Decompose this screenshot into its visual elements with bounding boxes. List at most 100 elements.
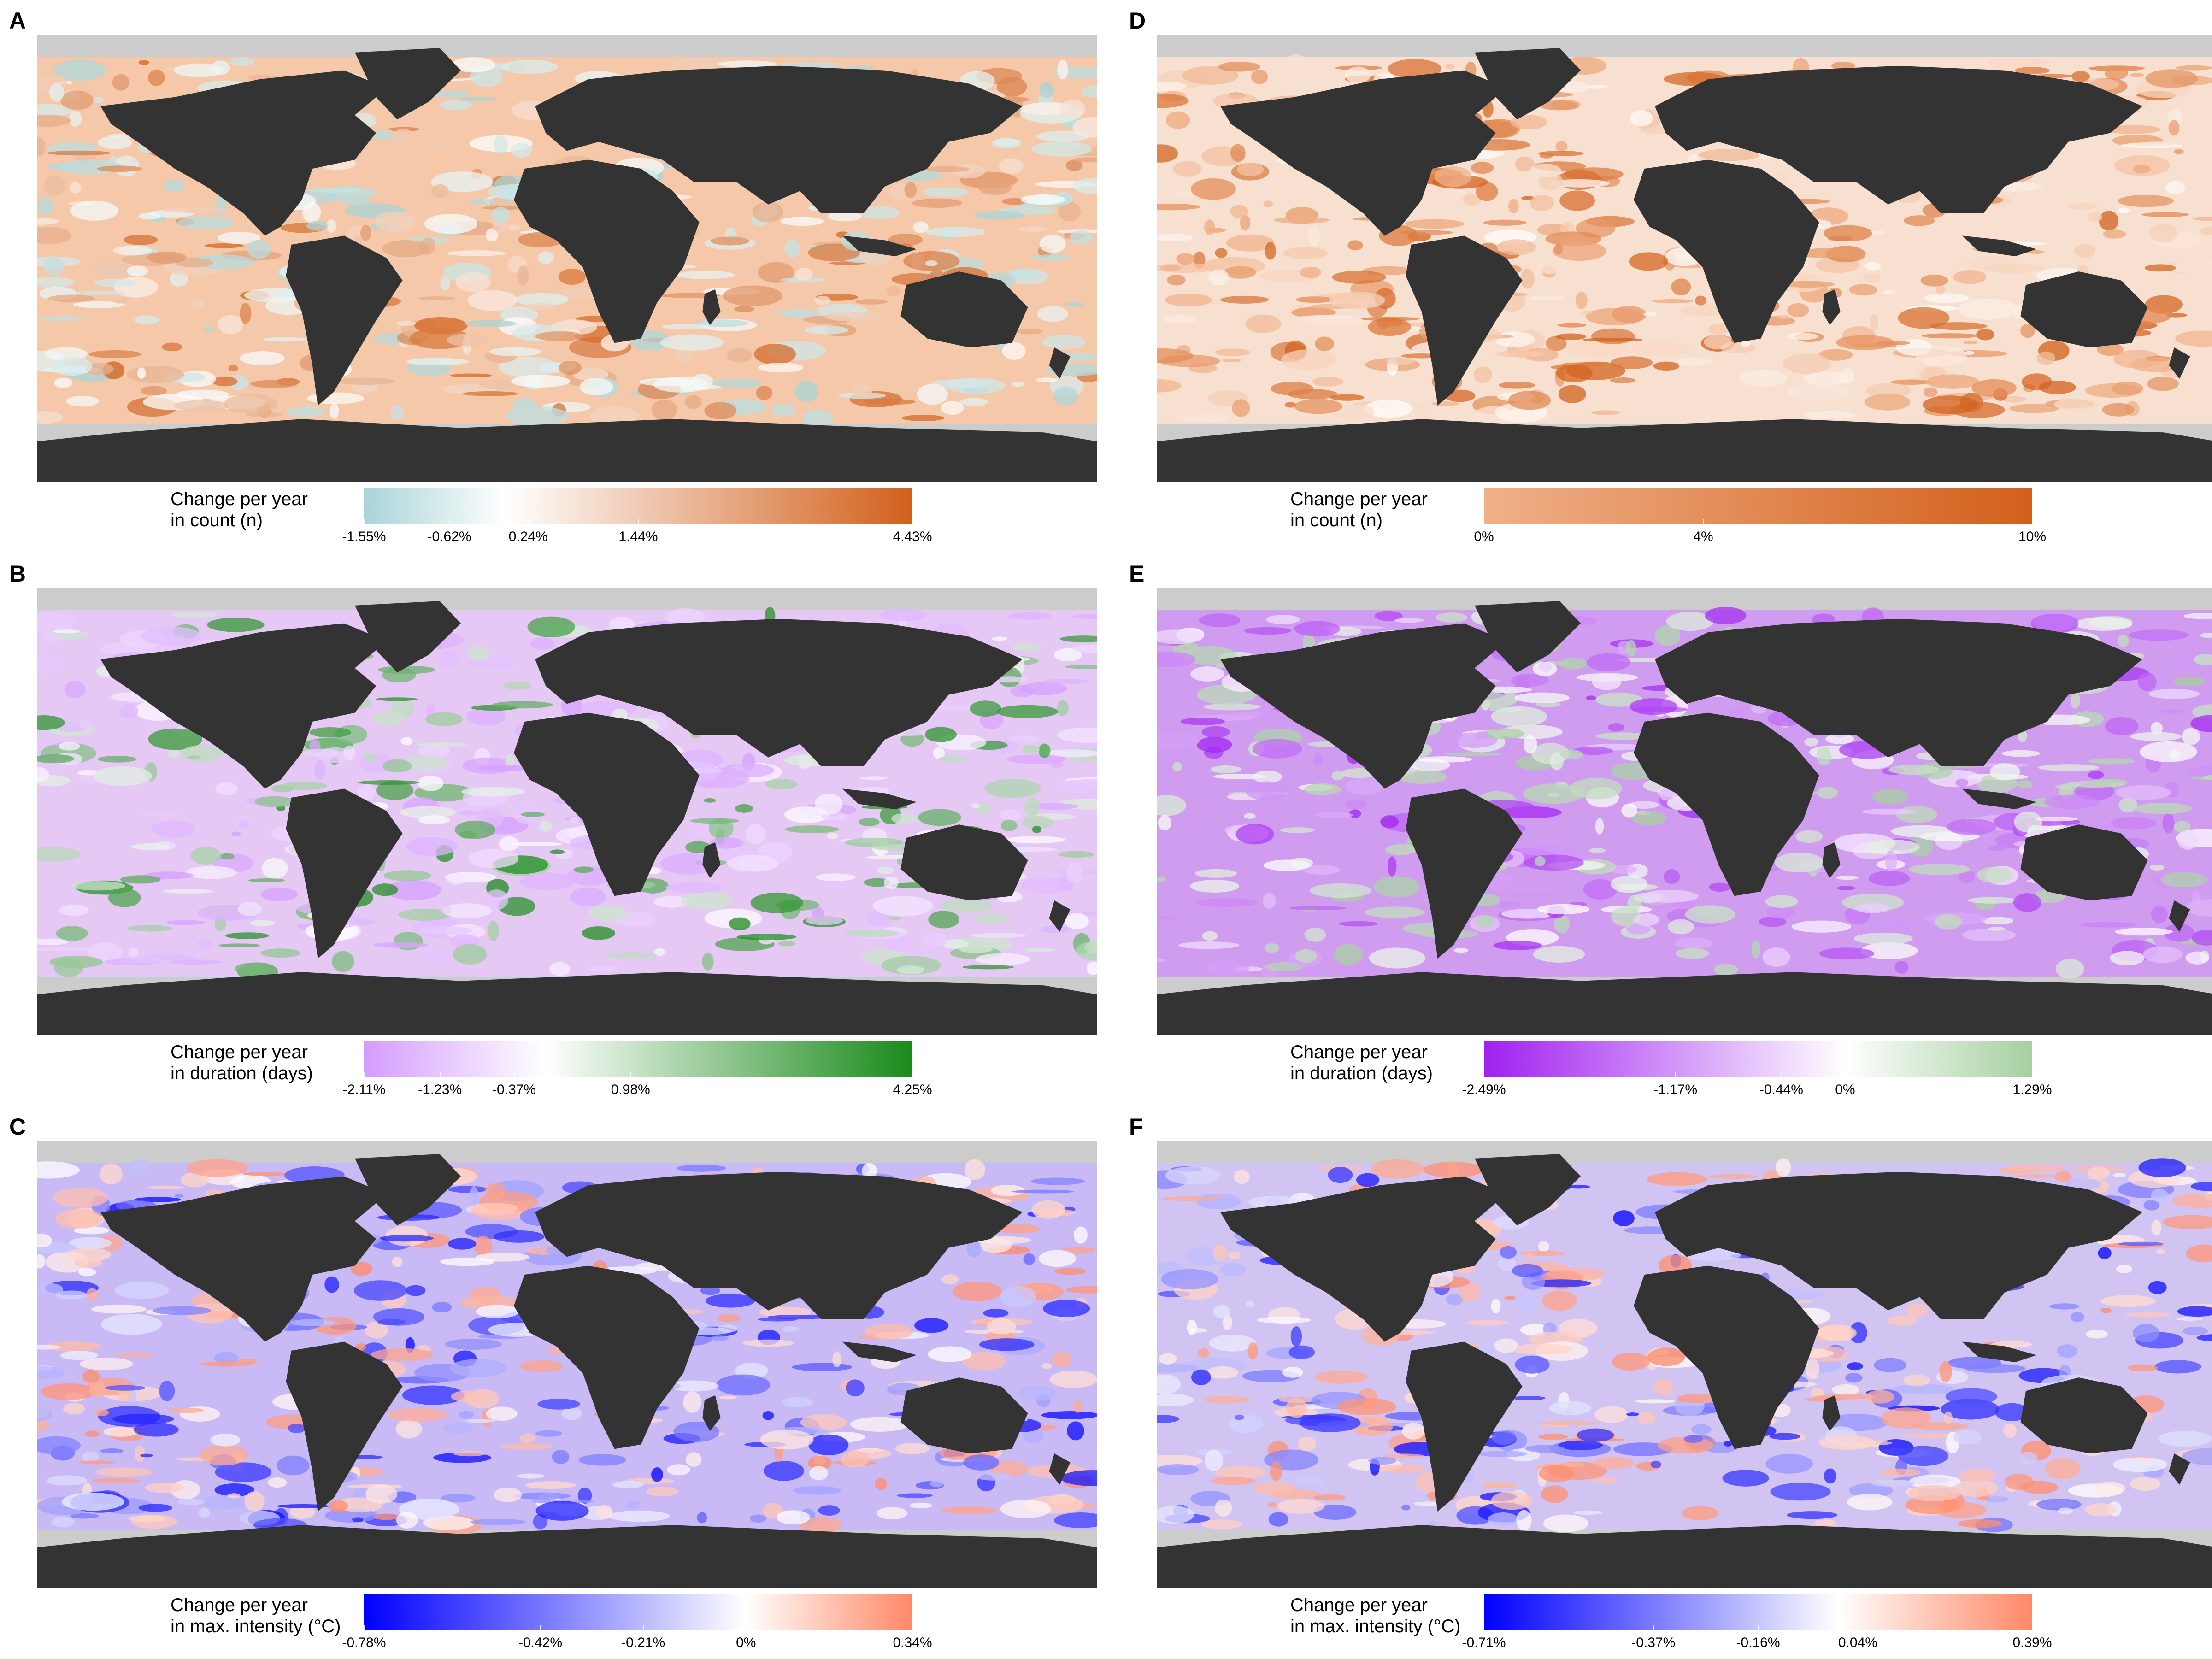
landmass <box>2169 900 2190 932</box>
world-map <box>1157 588 2212 1035</box>
legend-title-line1: Change per year <box>171 1595 308 1615</box>
landmass <box>514 712 700 896</box>
legend-title-line1: Change per year <box>1290 489 1428 509</box>
landmass <box>1406 1341 1523 1512</box>
map-svg <box>1157 1141 2212 1588</box>
map-svg <box>1157 588 2212 1035</box>
landmass <box>702 289 721 325</box>
colorbar-tick-mark <box>642 1625 644 1630</box>
legend-title-line2: in max. intensity (°C) <box>1290 1616 1461 1636</box>
landmass <box>842 1341 917 1363</box>
landmass <box>514 1265 700 1449</box>
landmass <box>286 788 403 959</box>
landmass <box>2020 271 2148 347</box>
colorbar <box>364 1594 913 1630</box>
landmass <box>1634 712 1819 896</box>
world-map <box>37 588 1097 1035</box>
colorbar-tick-label: -1.17% <box>1653 1082 1698 1097</box>
antarctica <box>1157 994 2212 1035</box>
landmass <box>1634 159 1819 343</box>
antarctica <box>1157 419 2212 441</box>
legend-title: Change per year in max. intensity (°C) <box>1290 1594 1493 1637</box>
sea-ice-north <box>37 588 1097 610</box>
colorbar-tick-label: 4.43% <box>893 529 932 544</box>
colorbar-legend: Change per year in count (n) -1.55% -0.62% 0… <box>171 488 954 553</box>
landmass <box>535 618 1023 766</box>
sea-ice-north <box>1157 588 2212 610</box>
landmass <box>355 1154 461 1226</box>
landmass <box>1962 788 2036 810</box>
colorbar-tick-label: 0.04% <box>1838 1635 1877 1650</box>
colorbar-tick-label: 4.25% <box>893 1082 932 1097</box>
legend-title-line2: in count (n) <box>171 510 263 530</box>
legend-title: Change per year in count (n) <box>171 488 373 531</box>
landmass <box>842 235 917 257</box>
panel-letter: E <box>1129 561 1145 587</box>
colorbar-tick-mark <box>912 519 913 524</box>
landmass <box>1962 235 2036 257</box>
colorbar-tick-mark <box>1483 519 1484 524</box>
colorbar-tick-mark <box>2032 519 2033 524</box>
colorbar-tick-label: -1.55% <box>342 529 386 544</box>
colorbar <box>1483 1041 2033 1077</box>
antarctica <box>37 994 1097 1035</box>
panel-letter: C <box>9 1114 26 1140</box>
landmass <box>1962 1341 2036 1363</box>
colorbar-tick-label: -0.62% <box>427 529 471 544</box>
colorbar-tick-label: 1.29% <box>2012 1082 2052 1097</box>
colorbar-tick-mark <box>1781 1072 1782 1077</box>
landmass <box>100 623 387 789</box>
panel-e: E Change per year in duration (days) -2.49%… <box>1120 553 2212 1106</box>
landmass <box>2169 347 2190 379</box>
landmass <box>900 824 1028 900</box>
landmass <box>1220 623 1506 789</box>
landmass <box>535 1171 1023 1319</box>
colorbar-tick-label: -1.23% <box>418 1082 462 1097</box>
landmass <box>842 788 917 810</box>
colorbar-tick-mark <box>449 519 450 524</box>
colorbar-legend: Change per year in max. intensity (°C) -0.… <box>171 1594 954 1659</box>
landmass <box>286 235 403 406</box>
landmass <box>1406 235 1523 406</box>
legend-title-line1: Change per year <box>171 1042 308 1062</box>
antarctica <box>37 972 1097 994</box>
landmass <box>2020 824 2148 900</box>
landmass <box>702 842 721 878</box>
colorbar-legend: Change per year in max. intensity (°C) -0.… <box>1290 1594 2074 1659</box>
colorbar-tick-mark <box>528 519 529 524</box>
colorbar-tick-mark <box>1675 1072 1676 1077</box>
colorbar-legend: Change per year in count (n) 0% 4% 10% <box>1290 488 2074 553</box>
colorbar-tick-label: 0% <box>736 1635 756 1650</box>
landmass <box>355 601 461 673</box>
landmass <box>1634 1265 1819 1449</box>
landmass <box>286 1341 403 1512</box>
antarctica <box>37 419 1097 441</box>
world-map <box>37 1141 1097 1588</box>
landmass <box>1822 1395 1841 1431</box>
landmass <box>355 48 461 120</box>
landmass <box>2169 1453 2190 1485</box>
map-svg <box>1157 35 2212 482</box>
legend-title-line1: Change per year <box>171 489 308 509</box>
colorbar-tick-label: 0.39% <box>2012 1635 2052 1650</box>
colorbar-tick-label: 0% <box>1835 1082 1855 1097</box>
landmass <box>1406 788 1523 959</box>
panel-letter: A <box>9 8 26 34</box>
panel-letter: F <box>1129 1114 1143 1140</box>
landmass <box>1655 65 2142 213</box>
colorbar-tick-label: -2.49% <box>1462 1082 1506 1097</box>
landmass <box>2020 1377 2148 1453</box>
sea-ice-north <box>37 35 1097 57</box>
legend-title-line1: Change per year <box>1290 1042 1428 1062</box>
colorbar <box>364 1041 913 1077</box>
sea-ice-north <box>37 1141 1097 1163</box>
landmass <box>1655 618 2142 766</box>
colorbar-tick-mark <box>364 519 365 524</box>
panel-d: D Change per year in count (n) 0% 4% 10% <box>1120 0 2212 553</box>
sea-ice-north <box>1157 35 2212 57</box>
landmass <box>100 70 387 236</box>
colorbar-tick-label: 1.44% <box>618 529 658 544</box>
colorbar-tick-label: 10% <box>2018 529 2047 544</box>
legend-title-line2: in max. intensity (°C) <box>171 1616 341 1636</box>
colorbar-tick-label: -0.37% <box>492 1082 536 1097</box>
